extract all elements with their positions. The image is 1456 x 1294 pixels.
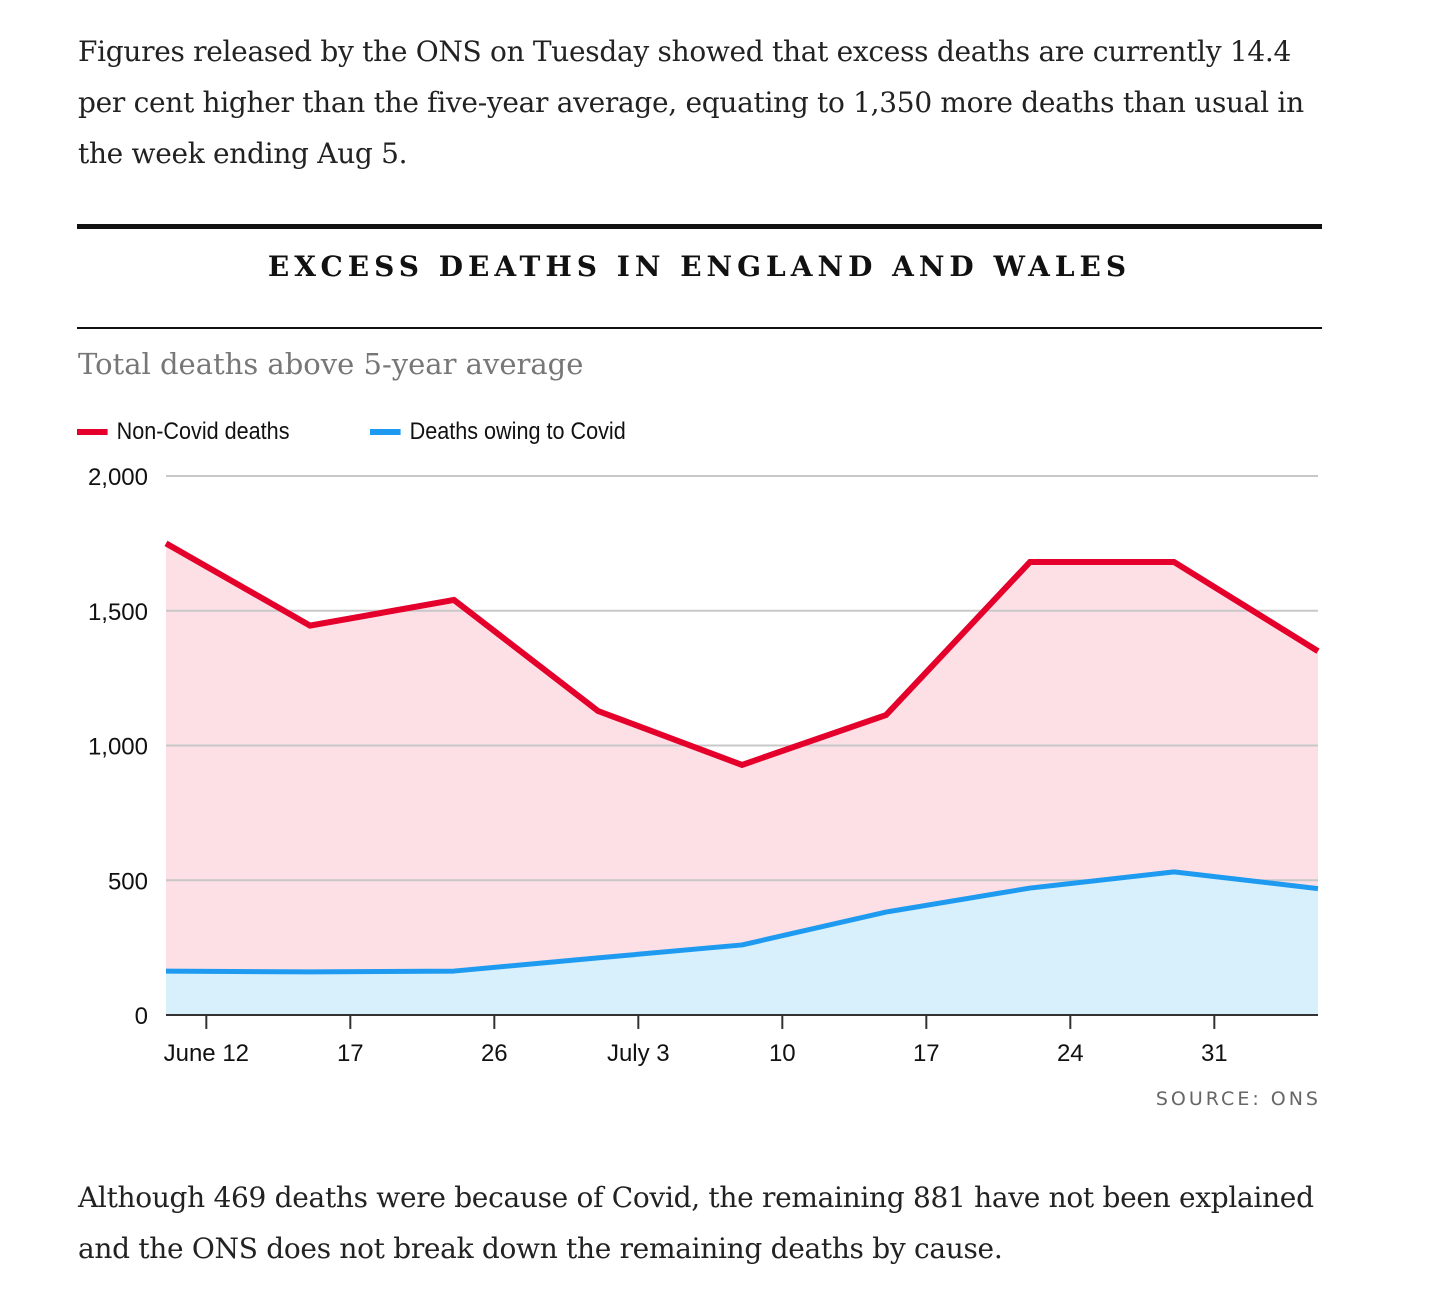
chart-top-rule — [77, 224, 1322, 229]
legend-label: Non-Covid deaths — [116, 418, 290, 445]
y-tick-label: 1,000 — [88, 734, 148, 761]
x-tick-label: 17 — [913, 1040, 940, 1067]
covid-area — [166, 871, 1318, 1015]
article-paragraph: Figures released by the ONS on Tuesday s… — [78, 35, 1304, 170]
x-tick-label: 26 — [481, 1040, 508, 1067]
chart-source: SOURCE: ONS — [1155, 1088, 1321, 1110]
legend-swatch-red — [77, 429, 108, 435]
covid-line — [165, 869, 1319, 975]
legend-swatch-blue — [370, 429, 401, 435]
x-tick-label: June 12 — [164, 1040, 249, 1067]
x-tick-label: July 3 — [607, 1040, 670, 1067]
non-covid-line — [164, 540, 1320, 769]
legend-item-non-covid: Non-Covid deaths — [77, 418, 289, 446]
legend-item-covid: Deaths owing to Covid — [370, 418, 626, 446]
article-paragraph: Although 469 deaths were because of Covi… — [78, 1181, 1314, 1265]
chart-title: EXCESS DEATHS IN ENGLAND AND WALES — [267, 250, 1132, 283]
y-tick-label: 500 — [108, 868, 148, 895]
x-tick-label: 24 — [1057, 1040, 1084, 1067]
y-tick-label: 1,500 — [88, 599, 148, 626]
x-tick-label: 31 — [1201, 1040, 1228, 1067]
chart-title-rule — [77, 327, 1322, 329]
y-tick-label: 2,000 — [88, 464, 148, 491]
y-tick-label: 0 — [135, 1003, 148, 1030]
x-tick-label: 10 — [769, 1040, 796, 1067]
legend-label: Deaths owing to Covid — [409, 418, 626, 445]
x-tick-label: 17 — [337, 1040, 364, 1067]
chart-subtitle: Total deaths above 5-year average — [78, 347, 584, 381]
